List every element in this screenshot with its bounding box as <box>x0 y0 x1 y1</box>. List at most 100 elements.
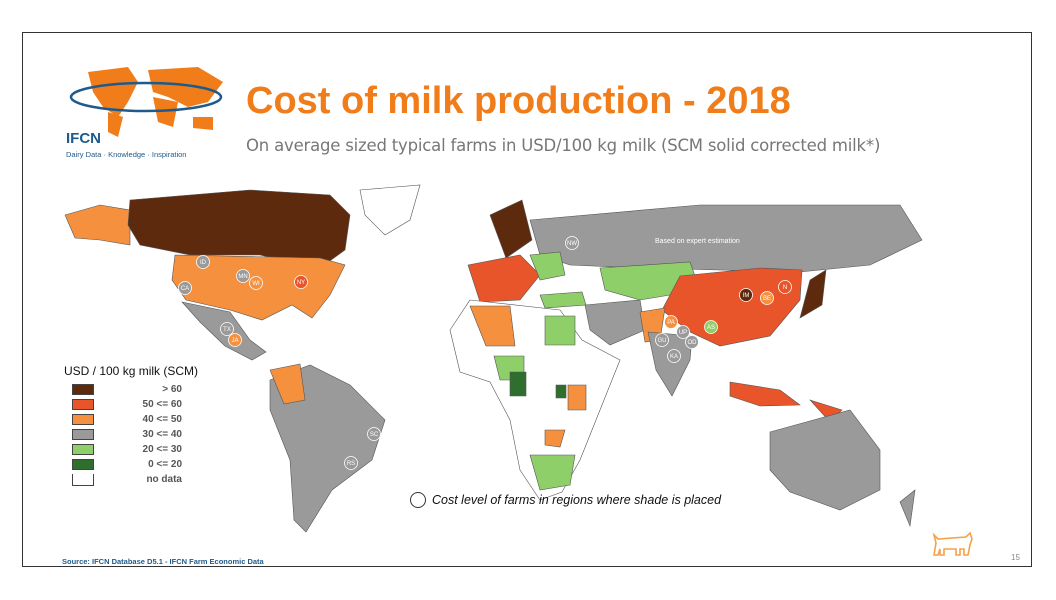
region-marker <box>344 456 358 470</box>
map-legend: USD / 100 kg milk (SCM) > 60 50 <= 60 40 <… <box>64 364 198 487</box>
region-egypt <box>544 315 576 346</box>
region-marker-label: GU <box>658 338 667 344</box>
legend-label: no data <box>146 474 182 485</box>
region-marker-label: UP <box>679 330 687 336</box>
region-south-america <box>269 364 386 533</box>
region-zambia <box>544 429 566 448</box>
region-marker-label: OD <box>688 340 698 346</box>
region-japan <box>799 269 827 319</box>
circle-icon <box>410 492 426 508</box>
world-map: Based on expert estimation ID CA MN WI NY TXJ… <box>64 184 923 533</box>
region-marker <box>685 335 699 349</box>
logo-tagline: Dairy Data · Knowledge · Inspiration <box>66 150 187 159</box>
legend-item: 0 <= 20 <box>64 457 198 472</box>
legend-swatch <box>72 444 94 455</box>
region-marker-label: BE <box>763 296 771 302</box>
page-subtitle: On average sized typical farms in USD/10… <box>246 136 881 155</box>
region-new-zealand <box>899 489 916 528</box>
region-marker <box>739 288 753 302</box>
page-number: 15 <box>1011 553 1020 562</box>
logo-name: IFCN <box>66 130 101 147</box>
region-marker <box>367 427 381 441</box>
legend-item: 50 <= 60 <box>64 397 198 412</box>
region-marker <box>220 322 234 336</box>
map-note: Cost level of farms in regions where sha… <box>410 492 721 508</box>
region-algeria <box>469 305 516 347</box>
region-marker <box>565 236 579 250</box>
region-indonesia <box>729 381 801 407</box>
legend-swatch <box>72 473 94 486</box>
region-marker-label: NW <box>567 241 577 247</box>
region-marker <box>228 333 242 347</box>
region-south-africa <box>529 454 576 491</box>
source-note: Source: IFCN Database D5.1 - IFCN Farm E… <box>62 557 264 566</box>
region-marker-label: PA <box>667 320 675 326</box>
legend-item: no data <box>64 472 198 487</box>
legend-item: 30 <= 40 <box>64 427 198 442</box>
region-marker <box>655 333 669 347</box>
region-western-europe <box>467 254 541 303</box>
region-marker <box>236 269 250 283</box>
region-scandinavia <box>489 199 533 259</box>
region-marker-label: CA <box>181 286 189 292</box>
legend-item: 20 <= 30 <box>64 442 198 457</box>
region-australia <box>769 409 881 511</box>
russia-note: Based on expert estimation <box>655 238 740 245</box>
legend-label: 50 <= 60 <box>142 399 182 410</box>
region-africa <box>449 299 621 501</box>
legend-title: USD / 100 kg milk (SCM) <box>64 364 199 378</box>
region-cameroon <box>509 371 527 397</box>
cow-icon <box>932 531 973 556</box>
region-marker-label: RS <box>347 461 355 467</box>
region-uganda <box>555 384 567 399</box>
legend-label: 0 <= 20 <box>148 459 182 470</box>
page-title: Cost of milk production - 2018 <box>246 80 791 122</box>
region-marker <box>664 315 678 329</box>
oceania <box>769 409 916 528</box>
map-note-text: Cost level of farms in regions where sha… <box>432 493 722 507</box>
legend-swatch <box>72 384 94 395</box>
region-marker <box>196 255 210 269</box>
legend-swatch <box>72 414 94 425</box>
region-kenya <box>567 384 587 411</box>
region-marker-label: N <box>783 285 787 291</box>
legend-swatch <box>72 459 94 470</box>
region-middle-east <box>584 299 646 346</box>
region-marker-label: MN <box>238 274 247 280</box>
slide-frame <box>22 32 1032 567</box>
region-marker-label: KA <box>670 354 678 360</box>
legend-label: 30 <= 40 <box>142 429 182 440</box>
region-marker <box>249 276 263 290</box>
ifcn-logo <box>69 67 223 137</box>
africa <box>449 299 621 501</box>
region-marker-label: AS <box>707 325 715 331</box>
legend-label: 20 <= 30 <box>142 444 182 455</box>
region-marker-label: TX <box>223 327 231 333</box>
region-marker <box>178 281 192 295</box>
region-marker <box>704 320 718 334</box>
region-marker <box>294 275 308 289</box>
region-marker-label: ID <box>200 260 207 266</box>
legend-item: > 60 <box>64 382 198 397</box>
region-marker-label: IM <box>743 293 750 299</box>
region-marker-label: SC <box>370 432 379 438</box>
region-marker <box>676 325 690 339</box>
europe-asia <box>467 199 923 423</box>
south-america <box>269 363 386 533</box>
region-eastern-europe <box>529 251 566 281</box>
region-greenland <box>359 184 421 236</box>
legend-swatch <box>72 429 94 440</box>
region-marker <box>760 291 774 305</box>
region-marker-label: NY <box>297 280 305 286</box>
region-marker-label: WI <box>252 281 260 287</box>
region-marker-label: JA <box>231 338 238 344</box>
legend-item: 40 <= 50 <box>64 412 198 427</box>
legend-swatch <box>72 399 94 410</box>
legend-label: > 60 <box>162 384 182 395</box>
region-alaska <box>64 204 131 246</box>
legend-label: 40 <= 50 <box>142 414 182 425</box>
region-marker <box>778 280 792 294</box>
region-marker <box>667 349 681 363</box>
